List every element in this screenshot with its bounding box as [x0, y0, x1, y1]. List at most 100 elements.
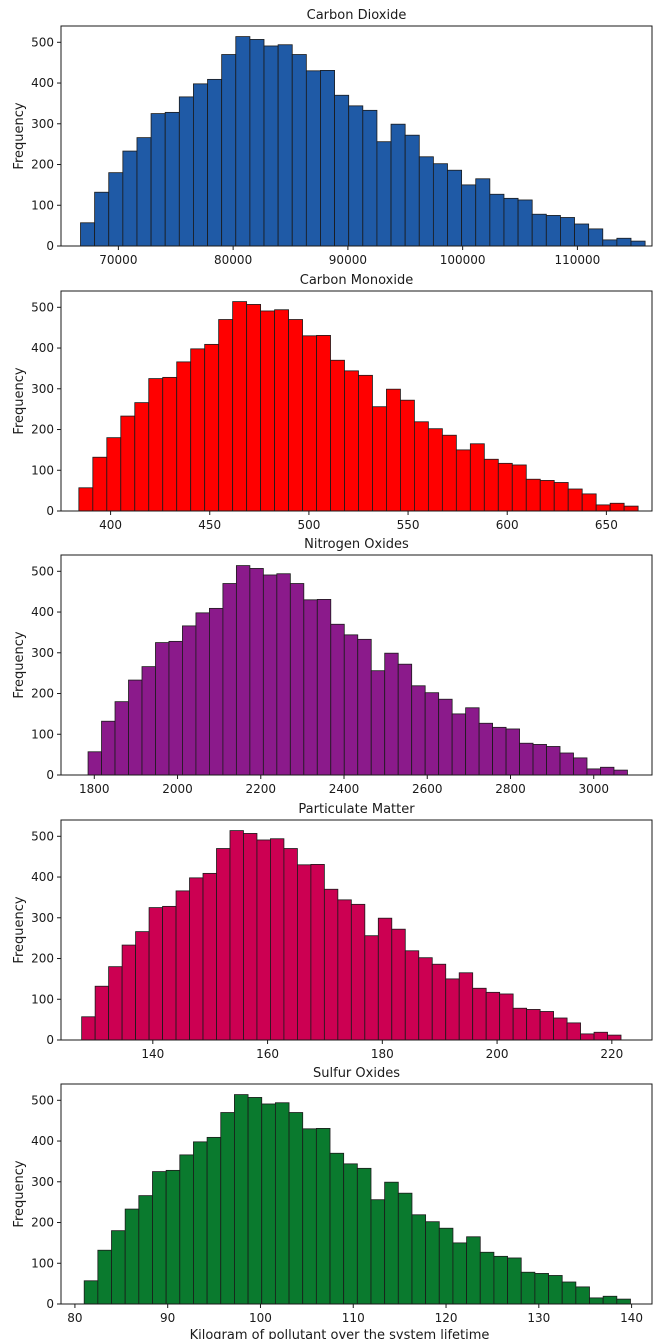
- carbon-monoxide-bar: [386, 388, 401, 512]
- sulfur-oxides-bar: [507, 1257, 522, 1305]
- carbon-dioxide-bar: [630, 240, 646, 247]
- particulate-matter-bar: [337, 899, 352, 1041]
- sulfur-oxides-bar: [302, 1128, 317, 1305]
- carbon-monoxide-x-tick-label: 650: [595, 518, 618, 532]
- carbon-monoxide-bar: [288, 319, 303, 512]
- carbon-monoxide-bar: [302, 335, 317, 512]
- nitrogen-oxides-bar: [195, 612, 210, 776]
- nitrogen-oxides-bar: [546, 746, 561, 776]
- particulate-matter-y-tick-label: 100: [31, 992, 54, 1006]
- sulfur-oxides-bar: [315, 1128, 331, 1305]
- particulate-matter-bar: [458, 972, 474, 1041]
- nitrogen-oxides-y-tick-label: 0: [46, 768, 54, 782]
- sulfur-oxides-y-tick-label: 100: [31, 1256, 54, 1270]
- sulfur-oxides-bar: [138, 1195, 153, 1305]
- nitrogen-oxides-bar: [438, 698, 453, 776]
- particulate-matter-bar: [539, 1011, 554, 1041]
- nitrogen-oxides-bar: [424, 692, 440, 776]
- sulfur-oxides-bar: [493, 1255, 508, 1305]
- sulfur-oxides-bar: [274, 1102, 290, 1305]
- sulfur-oxides-x-axis-label: Kilogram of pollutant over the system li…: [190, 1328, 490, 1339]
- carbon-dioxide-bar: [150, 113, 166, 247]
- sulfur-oxides-plot-frame: [60, 1083, 653, 1305]
- sulfur-oxides-bar: [179, 1154, 194, 1305]
- carbon-dioxide-bar: [531, 213, 547, 247]
- particulate-matter-title: Particulate Matter: [298, 802, 415, 817]
- carbon-monoxide-bar: [92, 456, 108, 512]
- sulfur-oxides-y-tick-label: 500: [31, 1093, 54, 1107]
- nitrogen-oxides-bar: [519, 742, 534, 776]
- nitrogen-oxides-bar: [235, 565, 251, 776]
- nitrogen-oxides-bar: [492, 726, 507, 776]
- carbon-dioxide-bar: [489, 193, 505, 247]
- sulfur-oxides-title: Sulfur Oxides: [313, 1066, 400, 1081]
- sulfur-oxides-bar: [561, 1281, 577, 1305]
- carbon-dioxide-x-tick-label: 90000: [329, 253, 367, 267]
- nitrogen-oxides-bar: [182, 625, 197, 776]
- carbon-monoxide-bar: [623, 505, 639, 512]
- nitrogen-oxides-bar: [573, 757, 588, 776]
- sulfur-oxides-x-tick-label: 80: [67, 1311, 82, 1325]
- carbon-dioxide-bar: [320, 70, 335, 247]
- particulate-matter-bar: [81, 1016, 96, 1041]
- nitrogen-oxides-bar: [128, 679, 143, 776]
- particulate-matter-y-tick-label: 300: [31, 911, 54, 925]
- particulate-matter-bar: [135, 931, 150, 1041]
- particulate-matter-bar: [607, 1034, 622, 1041]
- sulfur-oxides-bar: [356, 1167, 372, 1305]
- carbon-monoxide-title: Carbon Monoxide: [300, 273, 413, 288]
- nitrogen-oxides-y-axis-label: Frequency: [12, 631, 27, 698]
- carbon-dioxide-y-tick-label: 200: [31, 158, 54, 172]
- particulate-matter-x-tick-label: 220: [600, 1047, 623, 1061]
- carbon-monoxide-bar: [567, 488, 583, 512]
- carbon-dioxide-bar: [193, 83, 208, 247]
- carbon-dioxide-bar: [291, 54, 307, 247]
- carbon-monoxide-bar: [316, 335, 331, 512]
- carbon-dioxide-bar: [517, 199, 533, 247]
- carbon-dioxide-title: Carbon Dioxide: [307, 8, 407, 23]
- carbon-dioxide-bar: [178, 96, 194, 247]
- particulate-matter-bar: [94, 985, 110, 1041]
- nitrogen-oxides-y-tick-label: 300: [31, 646, 54, 660]
- particulate-matter-x-tick-label: 200: [486, 1047, 509, 1061]
- nitrogen-oxides-bar: [411, 685, 426, 776]
- carbon-monoxide-bar: [497, 462, 513, 512]
- carbon-monoxide-y-tick-label: 200: [31, 423, 54, 437]
- carbon-dioxide-bar: [277, 44, 293, 247]
- sulfur-oxides-bar: [83, 1280, 99, 1305]
- particulate-matter-bar: [364, 935, 379, 1041]
- nitrogen-oxides-x-tick-label: 3000: [578, 782, 609, 796]
- particulate-matter-bar: [526, 1009, 541, 1041]
- carbon-dioxide-bar: [616, 237, 632, 247]
- carbon-dioxide-bar: [94, 191, 110, 247]
- carbon-dioxide-bar: [447, 169, 463, 247]
- carbon-dioxide-bar: [249, 39, 265, 247]
- carbon-monoxide-bar: [372, 406, 387, 512]
- sulfur-oxides-x-tick-label: 110: [342, 1311, 365, 1325]
- particulate-matter-bar: [121, 944, 136, 1041]
- carbon-dioxide-x-tick-label: 100000: [440, 253, 486, 267]
- sulfur-oxides-x-tick-label: 90: [160, 1311, 175, 1325]
- nitrogen-oxides-bar: [168, 640, 183, 776]
- nitrogen-oxides-bar: [222, 583, 237, 776]
- carbon-monoxide-bar: [134, 402, 150, 512]
- carbon-dioxide-bar: [221, 54, 237, 247]
- carbon-dioxide-bar: [362, 109, 378, 247]
- particulate-matter-bar: [270, 838, 285, 1041]
- nitrogen-oxides-bar: [586, 768, 601, 776]
- nitrogen-oxides-x-tick-label: 2800: [495, 782, 526, 796]
- carbon-monoxide-bar: [106, 437, 122, 512]
- nitrogen-oxides-bar: [249, 568, 264, 776]
- particulate-matter-y-tick-label: 400: [31, 870, 54, 884]
- sulfur-oxides-x-tick-label: 130: [527, 1311, 550, 1325]
- sulfur-oxides-bar: [384, 1181, 399, 1305]
- carbon-monoxide-y-axis-label: Frequency: [12, 367, 27, 434]
- carbon-monoxide-bar: [581, 493, 597, 512]
- nitrogen-oxides-bar: [613, 769, 628, 776]
- particulate-matter-bar: [310, 864, 325, 1041]
- particulate-matter-bar: [580, 1033, 595, 1041]
- sulfur-oxides-bar: [397, 1192, 413, 1305]
- sulfur-oxides-y-tick-label: 300: [31, 1175, 54, 1189]
- carbon-dioxide-y-axis-label: Frequency: [12, 102, 27, 169]
- carbon-dioxide-bar: [602, 239, 618, 247]
